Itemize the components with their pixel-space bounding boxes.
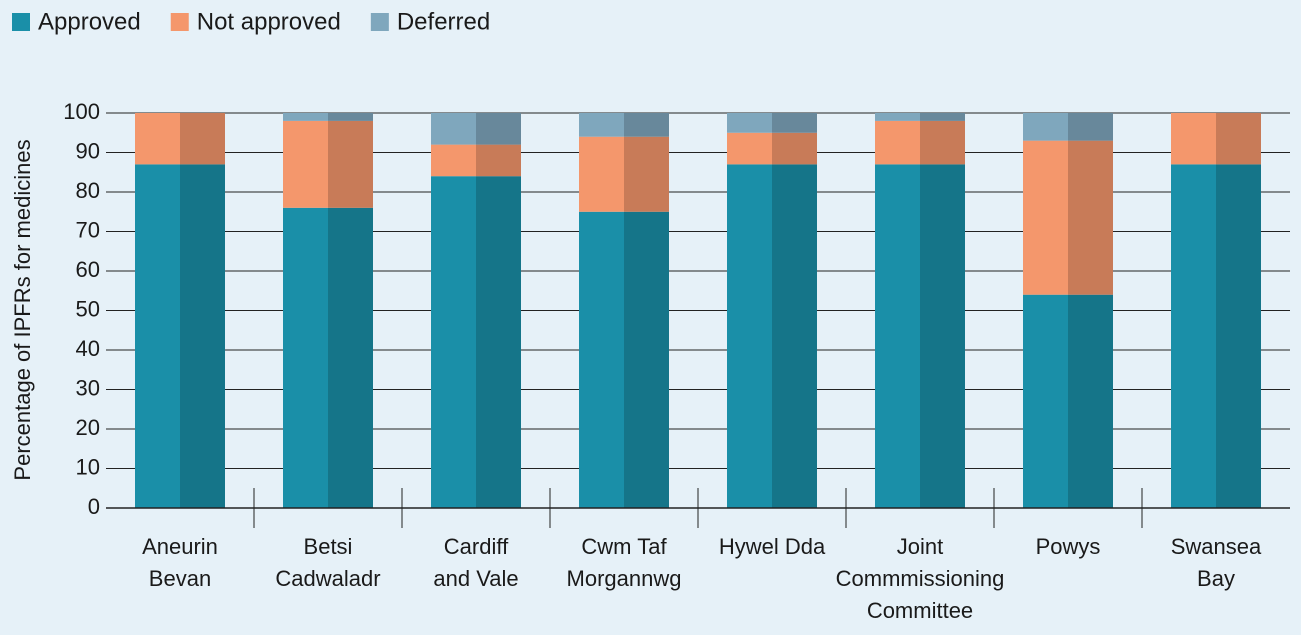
x-tick-label: Powys [1036, 534, 1101, 559]
bar-shade [180, 164, 225, 508]
bar-shade [1068, 294, 1113, 508]
bar-shade [920, 113, 965, 121]
bar-segment [1023, 140, 1113, 295]
y-tick-label: 100 [63, 99, 100, 124]
bar-shade [772, 113, 817, 133]
bar-segment [579, 211, 669, 508]
bar-shade [328, 120, 373, 208]
y-tick-label: 90 [76, 138, 100, 163]
bar-segment [875, 164, 965, 508]
y-tick-label: 70 [76, 217, 100, 242]
bar-shade [1068, 113, 1113, 141]
bar-shade [476, 144, 521, 177]
bar-segment [727, 164, 817, 508]
legend-label: Deferred [397, 8, 490, 35]
bar-shade [772, 132, 817, 165]
y-tick-label: 60 [76, 257, 100, 282]
bar-segment [431, 113, 521, 145]
bar-shade [328, 113, 373, 121]
legend-swatch [370, 13, 389, 31]
bar-shade [772, 164, 817, 508]
legend-swatch [170, 13, 189, 31]
bar-segment [431, 176, 521, 508]
x-tick-label: Aneurin Bevan [142, 534, 218, 591]
bar-segment [875, 120, 965, 165]
bar-shade [1216, 164, 1261, 508]
bar-segment [283, 113, 373, 121]
bar-segment [431, 144, 521, 177]
bar-shade [180, 113, 225, 165]
y-tick-label: 30 [76, 375, 100, 400]
bar-segment [135, 113, 225, 165]
bar-segment [727, 132, 817, 165]
bar-segment [1171, 164, 1261, 508]
legend-label: Not approved [197, 8, 341, 35]
x-tick-label: Swansea Bay [1171, 534, 1262, 591]
y-tick-label: 10 [76, 454, 100, 479]
x-tick-label: Hywel Dda [719, 534, 826, 559]
bar-segment [1023, 294, 1113, 508]
bar-shade [476, 113, 521, 145]
bar-shade [476, 176, 521, 508]
y-tick-label: 0 [88, 494, 100, 519]
legend-label: Approved [38, 8, 141, 35]
x-tick-label: Cardiff and Vale [433, 534, 518, 591]
bar-segment [135, 164, 225, 508]
bar-shade [328, 207, 373, 509]
bar-shade [1216, 113, 1261, 165]
x-tick-label: Betsi Cadwaladr [275, 534, 380, 591]
bar-segment [283, 207, 373, 509]
y-tick-label: 50 [76, 296, 100, 321]
bar-segment [579, 136, 669, 212]
bar-segment [579, 113, 669, 137]
x-tick-label: Joint Commmissioning Committee [836, 534, 1005, 623]
bar-segment [727, 113, 817, 133]
bar-shade [624, 113, 669, 137]
y-tick-label: 20 [76, 415, 100, 440]
bar-shade [1068, 140, 1113, 295]
bar-shade [920, 120, 965, 165]
bar-segment [875, 113, 965, 121]
bar-shade [920, 164, 965, 508]
bar-shade [624, 136, 669, 212]
y-axis-label: Percentage of IPFRs for medicines [10, 139, 35, 480]
bar-segment [1171, 113, 1261, 165]
y-tick-label: 40 [76, 336, 100, 361]
y-tick-label: 80 [76, 178, 100, 203]
bar-shade [624, 211, 669, 508]
x-tick-label: Cwm Taf Morgannwg [567, 534, 682, 591]
bar-segment [283, 120, 373, 208]
legend-swatch [12, 13, 30, 31]
bar-segment [1023, 113, 1113, 141]
